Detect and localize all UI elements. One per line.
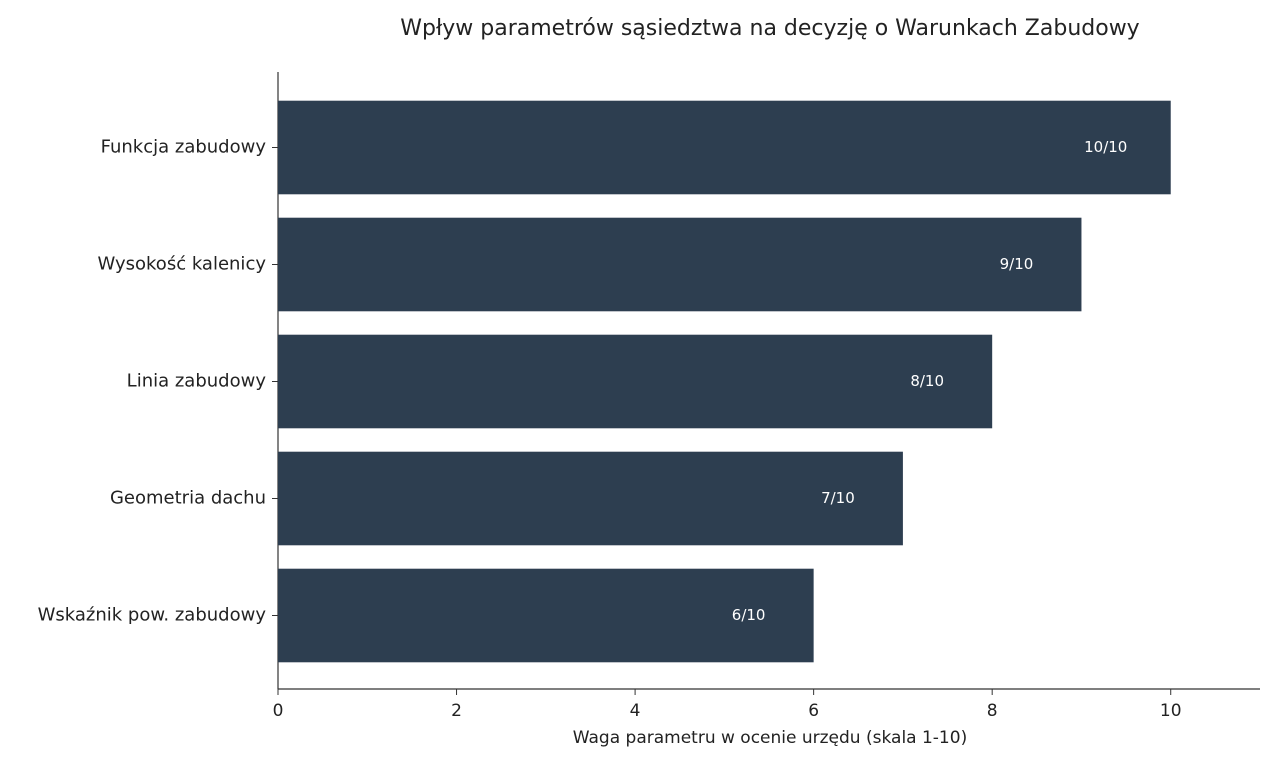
y-tick-label: Linia zabudowy	[127, 371, 267, 392]
x-tick-label: 4	[630, 701, 641, 721]
x-tick-label: 8	[987, 701, 998, 721]
value-label: 10/10	[1084, 138, 1127, 156]
value-label: 6/10	[732, 606, 766, 624]
value-label: 7/10	[821, 489, 855, 507]
bar	[278, 334, 993, 429]
x-axis-label: Waga parametru w ocenie urzędu (skala 1-…	[573, 728, 967, 748]
x-tick-label: 2	[451, 701, 462, 721]
bar	[278, 100, 1171, 195]
x-tick-label: 6	[808, 701, 819, 721]
value-label: 8/10	[910, 372, 944, 390]
bar	[278, 451, 903, 546]
y-tick-label: Funkcja zabudowy	[101, 137, 267, 158]
value-label: 9/10	[1000, 255, 1034, 273]
y-tick-label: Wysokość kalenicy	[98, 254, 267, 275]
y-tick-label: Geometria dachu	[110, 488, 266, 509]
bar	[278, 217, 1082, 312]
bar	[278, 568, 814, 663]
chart-title: Wpływ parametrów sąsiedztwa na decyzję o…	[400, 16, 1139, 41]
y-tick-label: Wskaźnik pow. zabudowy	[38, 605, 267, 626]
x-tick-label: 10	[1160, 701, 1182, 721]
x-tick-label: 0	[273, 701, 284, 721]
